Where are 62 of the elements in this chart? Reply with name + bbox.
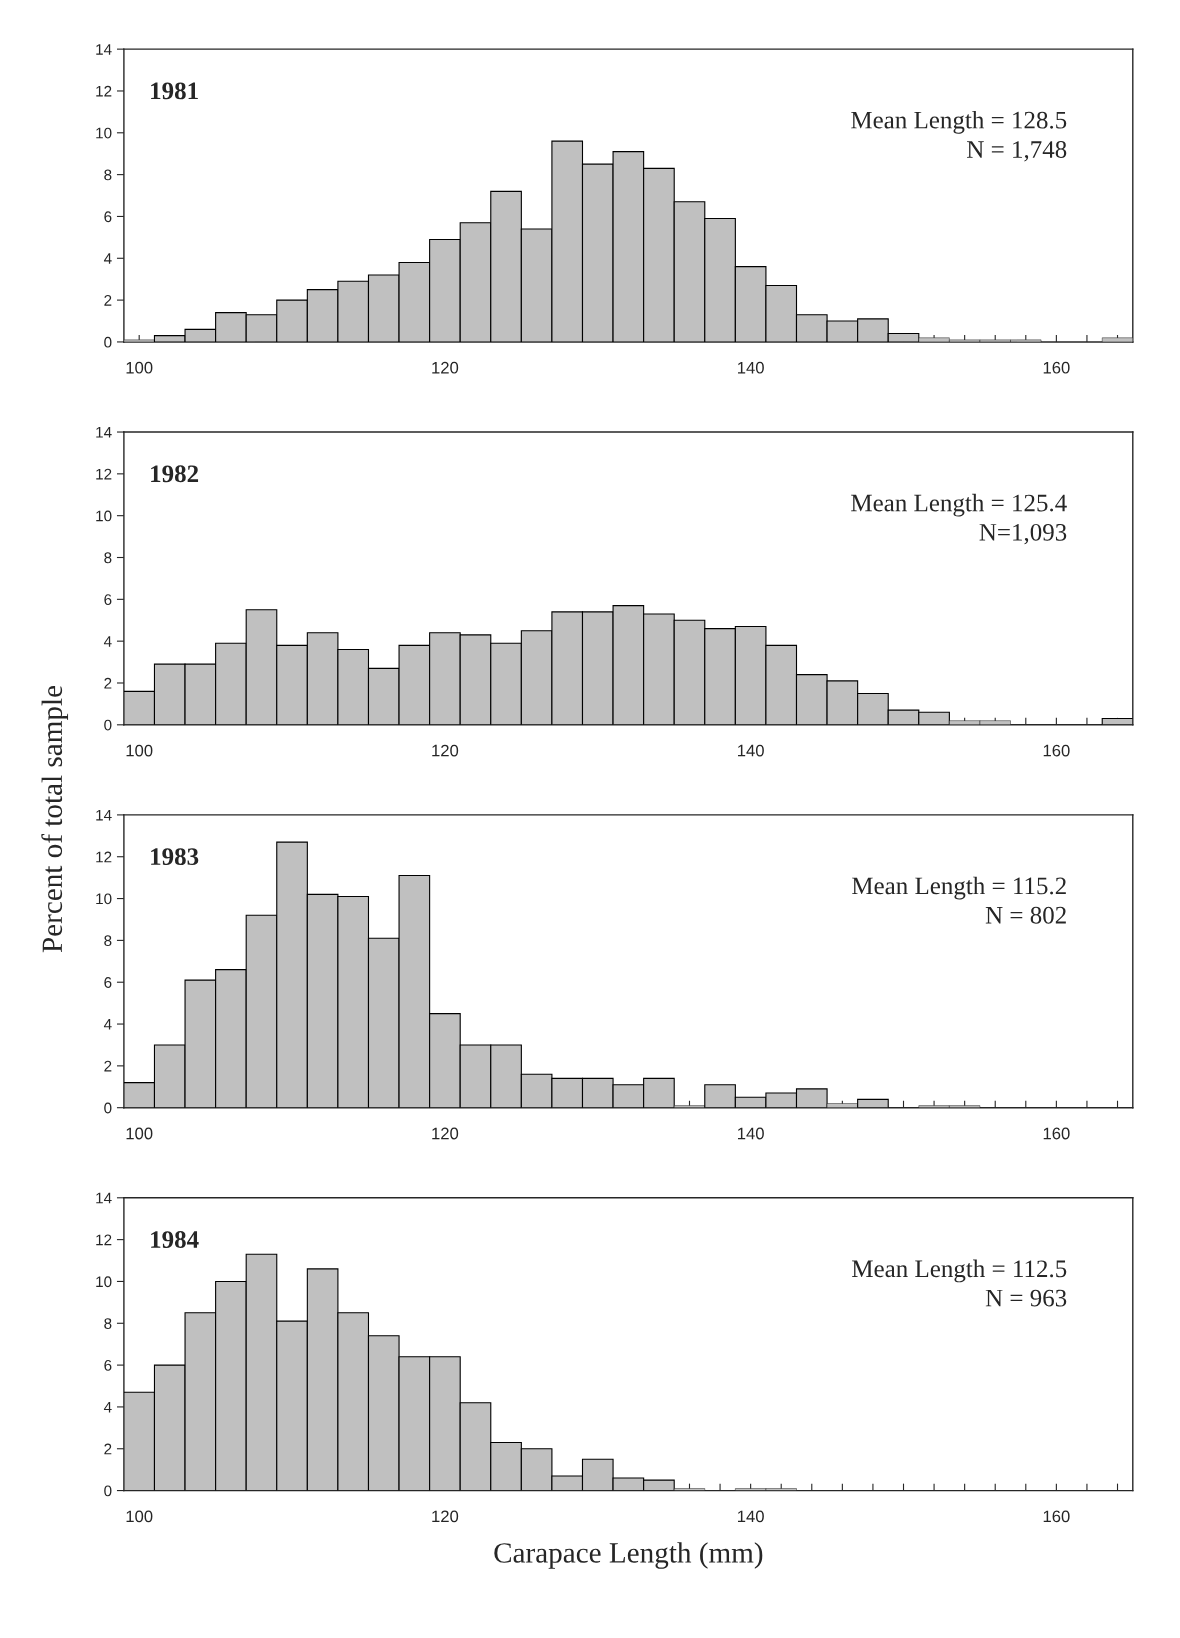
y-tick-label: 12	[96, 468, 112, 480]
x-tick-label: 140	[738, 744, 764, 757]
y-tick-label: 10	[96, 1276, 112, 1288]
x-tick-label: 160	[1043, 1510, 1070, 1523]
x-tick-label: 100	[126, 1510, 153, 1523]
y-tick-label: 6	[104, 211, 112, 223]
x-tick-label: 140	[738, 361, 764, 374]
annotation: N = 1,748	[967, 141, 1067, 162]
annotation: N = 802	[985, 906, 1066, 924]
y-axis-title: Percent of total sample	[41, 685, 69, 953]
x-tick-label: 160	[1043, 744, 1070, 757]
text: 1983	[151, 848, 199, 866]
y-tick-label: 4	[103, 636, 112, 647]
x-tick-label: 120	[432, 1510, 459, 1523]
y-tick-label: 0	[104, 719, 112, 731]
x-axis-title: Carapace Length (mm)	[494, 1542, 763, 1569]
x-tick-label: 100	[126, 744, 153, 757]
y-tick-label: 2	[104, 1060, 112, 1072]
x-tick-label: 100	[126, 1127, 153, 1140]
y-tick-label: 6	[104, 1359, 112, 1371]
x-tick-label: 100	[126, 361, 153, 374]
y-tick-label: 14	[96, 427, 112, 438]
y-tick-label: 8	[104, 1318, 112, 1329]
y-tick-label: 6	[104, 977, 112, 988]
y-tick-label: 4	[103, 1019, 112, 1030]
y-tick-label: 2	[104, 294, 112, 306]
x-tick-label: 160	[1043, 361, 1070, 374]
x-tick-label: 160	[1043, 1127, 1070, 1140]
text: 1982	[151, 465, 199, 483]
annotation: Mean Length = 115.2	[852, 876, 1066, 900]
y-tick-label: 10	[96, 893, 112, 905]
y-tick-label: 14	[96, 1192, 112, 1204]
text: 1981	[151, 82, 198, 100]
y-tick-label: 2	[104, 1443, 112, 1455]
x-tick-label: 120	[432, 361, 459, 374]
text: 1984	[151, 1231, 199, 1248]
annotation: Mean Length = 125.4	[851, 493, 1067, 517]
x-tick-label: 120	[432, 744, 459, 757]
annotation: Mean Length = 112.5	[852, 1259, 1067, 1283]
annotation: N = 963	[985, 1289, 1067, 1307]
x-tick-label: 140	[738, 1510, 764, 1523]
y-tick-label: 10	[96, 127, 112, 139]
x-tick-label: 120	[432, 1127, 459, 1140]
y-tick-label: 12	[96, 1234, 112, 1246]
annotation: N=1,093	[979, 523, 1067, 545]
x-tick-label: 140	[738, 1127, 764, 1140]
y-tick-label: 0	[104, 336, 112, 348]
y-tick-label: 4	[103, 253, 112, 264]
y-tick-label: 14	[96, 44, 112, 55]
y-tick-label: 12	[96, 851, 112, 863]
y-tick-label: 6	[104, 594, 112, 606]
y-tick-label: 10	[96, 510, 112, 522]
y-tick-label: 0	[104, 1485, 112, 1497]
y-tick-label: 4	[103, 1401, 112, 1413]
annotation: Mean Length = 128.5	[851, 110, 1067, 134]
y-tick-label: 8	[104, 169, 112, 181]
y-tick-label: 2	[104, 677, 112, 689]
y-tick-label: 0	[104, 1102, 112, 1114]
y-tick-label: 8	[104, 552, 112, 564]
y-tick-label: 14	[96, 809, 112, 821]
y-tick-label: 8	[104, 935, 112, 947]
y-tick-label: 12	[96, 85, 112, 97]
